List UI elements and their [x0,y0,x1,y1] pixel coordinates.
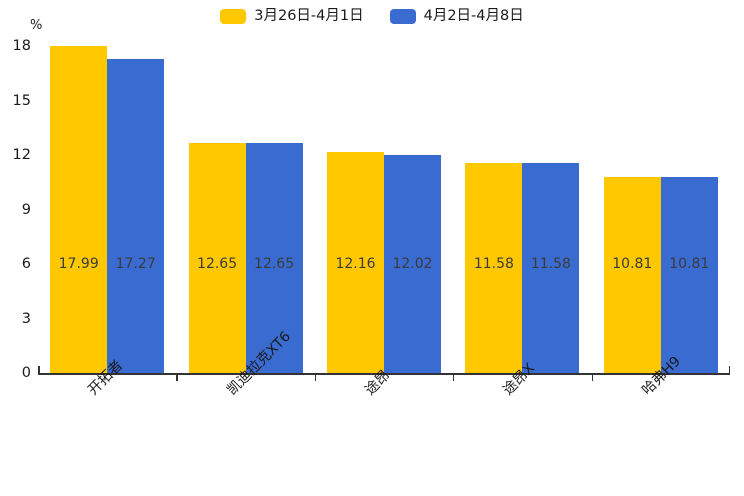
x-axis-tick [314,374,316,381]
bar[interactable]: 17.99 [50,46,108,373]
legend-swatch-series-2 [389,8,416,24]
bar-value-label: 11.58 [530,256,571,272]
bar[interactable]: 12.65 [188,143,246,373]
plot-area: 0 3 6 9 12 15 18 17.99 17.27 12.65 12.65 12.16 12.02… [13,38,730,381]
bar[interactable]: 17.27 [107,59,165,373]
legend-swatch-series-1 [220,8,247,24]
legend-item-series-1[interactable]: 3月26日-4月1日 [220,7,364,24]
bar[interactable]: 10.81 [660,176,718,373]
bar[interactable]: 10.81 [603,176,661,373]
legend-label-series-1: 3月26日-4月1日 [254,7,364,24]
x-axis-end-tick [728,366,730,374]
bar[interactable]: 12.65 [245,143,303,373]
legend-label-series-2: 4月2日-4月8日 [423,7,524,24]
x-axis-tick [176,374,178,381]
bar-value-label: 17.27 [115,256,156,272]
x-axis-tick [453,374,455,381]
y-axis-tick-label: 0 [21,365,31,381]
bar-value-label: 10.81 [669,256,710,272]
y-axis-unit-label: % [30,18,43,33]
y-axis-tick-label: 12 [12,147,31,163]
y-axis-tick-label: 3 [21,310,31,327]
y-axis-tick-label: 9 [21,201,31,218]
bar-value-label: 12.16 [335,256,376,272]
x-axis-tick [591,374,593,381]
y-axis-origin-tick [38,366,40,374]
bar[interactable]: 11.58 [465,162,523,373]
chart-legend: 3月26日-4月1日 4月2日-4月8日 [0,4,744,28]
bar-value-label: 12.02 [392,256,433,272]
bar-value-label: 17.99 [58,256,99,272]
bar[interactable]: 12.16 [327,152,384,373]
bar-value-label: 11.58 [473,256,514,272]
legend-item-series-2[interactable]: 4月2日-4月8日 [389,7,524,24]
bar-value-label: 12.65 [254,256,295,272]
x-axis-line [38,373,730,375]
bar-value-label: 10.81 [612,256,653,272]
y-axis-tick-label: 15 [12,92,31,109]
bar[interactable]: 11.58 [522,162,580,373]
y-axis-tick-label: 6 [21,256,31,272]
y-axis-tick-label: 18 [12,38,31,54]
bar[interactable]: 12.02 [384,154,441,373]
bar-value-label: 12.65 [197,256,238,272]
